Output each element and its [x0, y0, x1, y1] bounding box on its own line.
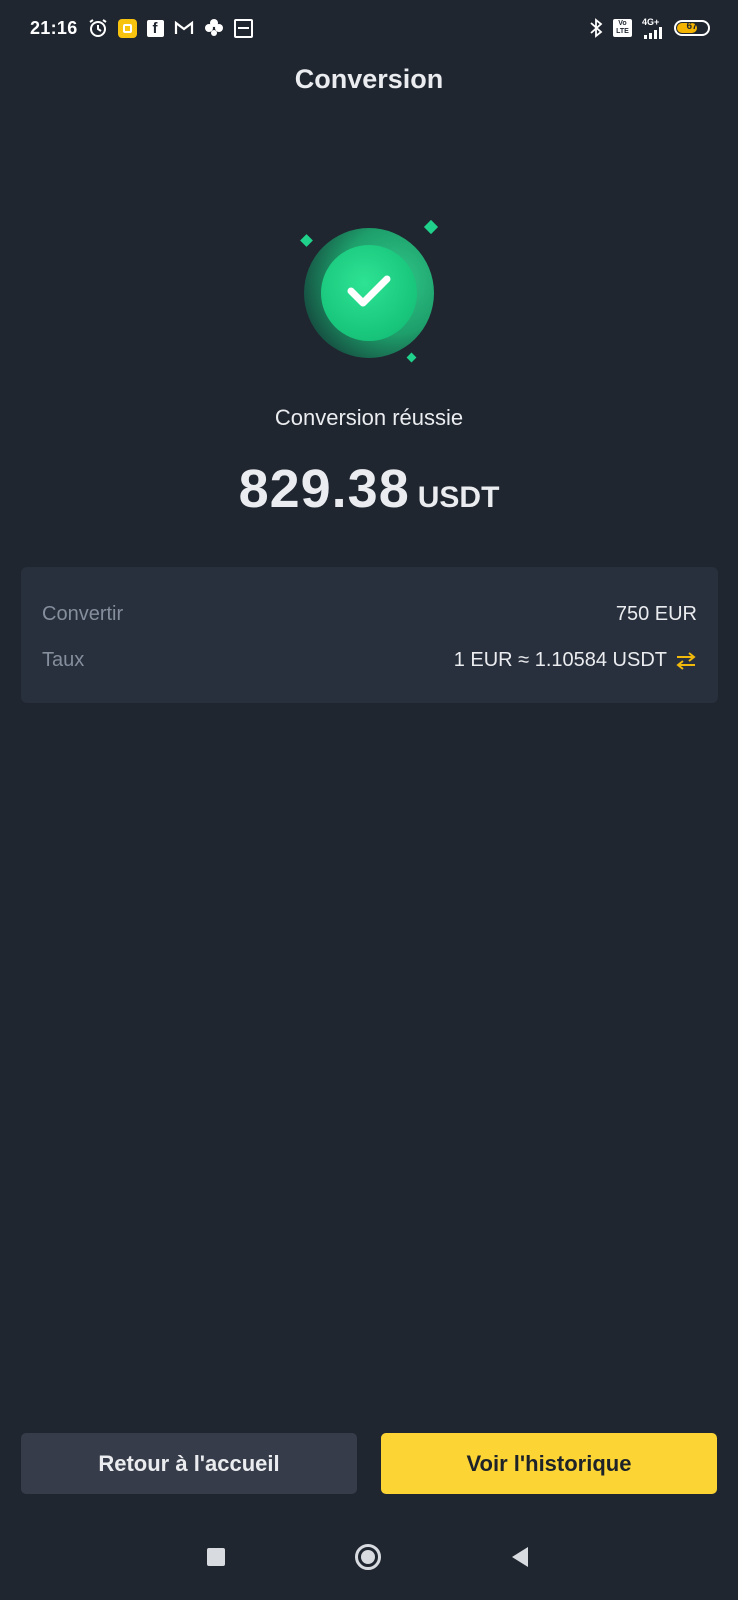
detail-value: 750 EUR [616, 603, 697, 626]
converted-amount: 829.38 USDT [0, 458, 738, 520]
back-home-button[interactable]: Retour à l'accueil [21, 1433, 357, 1494]
recents-square-icon[interactable] [194, 1535, 238, 1579]
bluetooth-icon [589, 18, 603, 38]
detail-value: 1 EUR ≈ 1.10584 USDT [454, 649, 697, 672]
signal-icon: 4G+ [642, 16, 664, 39]
conversion-details-card: Convertir 750 EUR Taux 1 EUR ≈ 1.10584 U… [21, 567, 718, 703]
home-circle-icon[interactable] [346, 1535, 390, 1579]
success-message: Conversion réussie [274, 405, 464, 430]
facebook-icon: f [146, 19, 164, 37]
detail-row-convert: Convertir 750 EUR [42, 603, 697, 626]
gmail-icon [174, 20, 194, 36]
status-left: 21:16 f [30, 18, 253, 39]
amount-currency: USDT [417, 481, 500, 514]
yellow-app-icon [117, 18, 137, 38]
convert-amount: 750 EUR [615, 603, 697, 625]
network-type: 4G+ [642, 16, 660, 27]
exchange-rate: 1 EUR ≈ 1.10584 USDT [453, 649, 667, 671]
status-right: Vo LTE 4G+ 67 [589, 16, 710, 39]
alarm-icon [88, 18, 108, 38]
battery-level: 67 [686, 21, 698, 32]
sparkle-icon [423, 219, 439, 235]
detail-label: Taux [42, 649, 85, 671]
minus-box-icon [233, 18, 253, 38]
sparkle-icon [300, 234, 313, 247]
swap-arrows-icon[interactable] [675, 651, 697, 670]
checkmark-icon [346, 273, 392, 314]
detail-row-rate: Taux 1 EUR ≈ 1.10584 USDT [42, 649, 697, 672]
back-triangle-icon[interactable] [498, 1535, 542, 1579]
battery-fill [677, 23, 698, 33]
view-history-button[interactable]: Voir l'historique [381, 1433, 717, 1494]
status-time: 21:16 [30, 17, 78, 38]
volte-icon: Vo LTE [613, 19, 632, 37]
sparkle-icon [406, 352, 417, 363]
battery-icon: 67 [674, 20, 710, 36]
success-circle [321, 245, 417, 341]
success-graphic [290, 212, 450, 372]
clover-icon [204, 18, 224, 38]
detail-label: Convertir [42, 603, 124, 625]
amount-value: 829.38 [238, 459, 410, 519]
status-bar: 21:16 f Vo LTE 4G+ 67 [0, 0, 738, 56]
system-nav-bar [0, 1535, 738, 1595]
page-title: Conversion [294, 64, 444, 94]
